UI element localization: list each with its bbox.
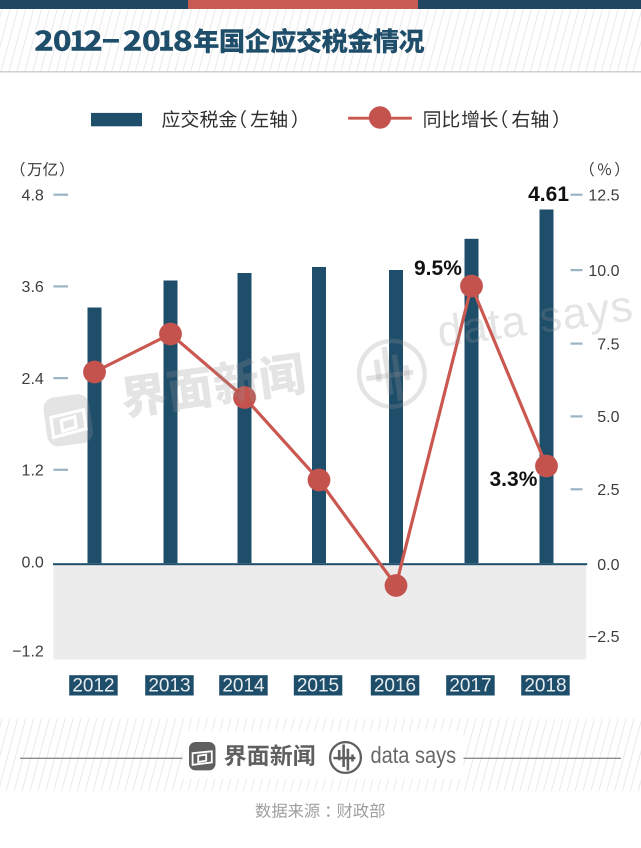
svg-text:2013: 2013	[148, 676, 190, 697]
svg-text:2012: 2012	[72, 676, 114, 697]
svg-text:4.61: 4.61	[528, 183, 569, 206]
svg-text:2015: 2015	[297, 676, 339, 697]
svg-text:0.0: 0.0	[22, 555, 44, 572]
svg-text:data says: data says	[371, 742, 457, 769]
svg-text:−2.5: −2.5	[588, 629, 620, 646]
svg-text:0.0: 0.0	[597, 557, 619, 574]
svg-text:2018: 2018	[524, 676, 566, 697]
svg-text:2014: 2014	[222, 676, 265, 697]
svg-text:2.5: 2.5	[597, 482, 619, 499]
svg-text:3.6: 3.6	[22, 279, 44, 296]
svg-text:2017: 2017	[449, 676, 491, 697]
svg-text:−1.2: −1.2	[12, 644, 44, 661]
svg-text:10.0: 10.0	[588, 263, 619, 280]
svg-text:12.5: 12.5	[588, 187, 619, 204]
svg-text:1.2: 1.2	[22, 463, 44, 480]
svg-text:7.5: 7.5	[597, 336, 619, 353]
svg-text:3.3%: 3.3%	[490, 468, 538, 491]
svg-text:9.5%: 9.5%	[414, 257, 462, 280]
svg-text:5.0: 5.0	[597, 409, 619, 426]
svg-text:4.8: 4.8	[22, 187, 44, 204]
svg-text:2.4: 2.4	[22, 371, 44, 388]
svg-text:2016: 2016	[374, 676, 416, 697]
